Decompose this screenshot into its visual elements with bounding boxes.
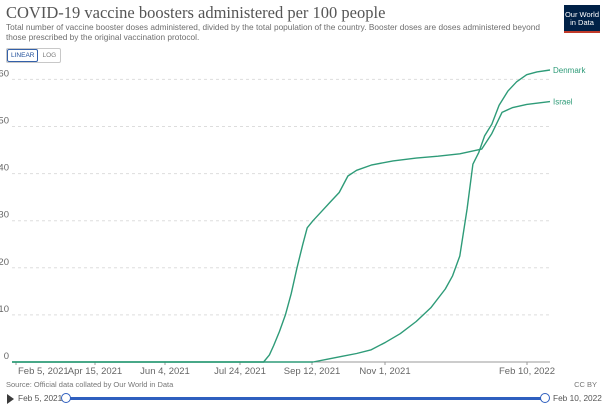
y-tick-label: 10: [0, 304, 9, 315]
linear-scale-button[interactable]: LINEAR: [7, 49, 38, 62]
play-icon[interactable]: [7, 394, 14, 404]
series-labels: Denmark Israel: [553, 66, 586, 107]
x-tick-label: Feb 10, 2022: [499, 366, 555, 377]
series-label-denmark: Denmark: [553, 66, 586, 75]
series-label-israel: Israel: [553, 98, 573, 107]
chart-title: COVID-19 vaccine boosters administered p…: [6, 3, 386, 22]
series-line-israel[interactable]: [12, 100, 551, 363]
y-tick-label: 40: [0, 163, 9, 174]
timeline-end-label: Feb 10, 2022: [553, 393, 602, 403]
x-tick-label: Feb 5, 2021: [18, 366, 69, 377]
owid-logo[interactable]: Our World in Data: [564, 5, 600, 33]
timeline-start-label: Feb 5, 2021: [18, 393, 63, 403]
y-tick-label: 0: [4, 351, 9, 362]
x-tick-label: Sep 12, 2021: [284, 366, 341, 377]
y-axis-ticks: 0 10 20 30 40 50 60: [0, 68, 9, 362]
x-axis-ticks: Feb 5, 2021 Apr 15, 2021 Jun 4, 2021 Jul 24…: [15, 362, 555, 377]
log-scale-button[interactable]: LOG: [42, 52, 57, 59]
y-tick-label: 50: [0, 116, 9, 127]
logo-text: Our World in Data: [564, 10, 600, 27]
timeline-start-handle[interactable]: [61, 393, 71, 403]
y-tick-label: 60: [0, 68, 9, 79]
x-tick-label: Apr 15, 2021: [68, 366, 122, 377]
logo-accent-bar: [564, 31, 600, 33]
timeline-end-handle[interactable]: [540, 393, 550, 403]
y-tick-label: 30: [0, 210, 9, 221]
chart-subtitle: Total number of vaccine booster doses ad…: [6, 22, 540, 42]
series-lines: [12, 69, 551, 363]
license-link[interactable]: CC BY: [574, 380, 597, 389]
series-line-denmark[interactable]: [12, 69, 551, 363]
scale-toggle: LINEAR LOG: [6, 48, 62, 63]
y-tick-label: 20: [0, 257, 9, 268]
x-tick-label: Jul 24, 2021: [214, 366, 266, 377]
x-tick-label: Jun 4, 2021: [140, 366, 190, 377]
grid-lines: [12, 78, 550, 363]
x-tick-label: Nov 1, 2021: [359, 366, 410, 377]
timeline-track[interactable]: [66, 397, 545, 400]
timeline: Feb 5, 2021 Feb 10, 2022: [0, 391, 605, 406]
source-note[interactable]: Source: Official data collated by Our Wo…: [6, 380, 174, 389]
